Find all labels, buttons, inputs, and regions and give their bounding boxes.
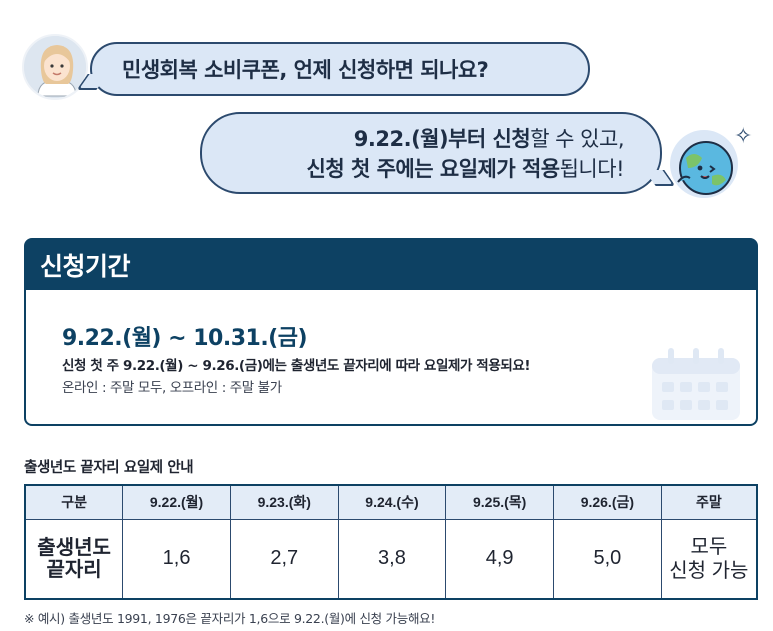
weekend-line-2: 신청 가능 [669,559,749,582]
table-header-cell: 주말 [660,484,758,520]
period-note: 신청 첫 주 9.22.(월) ~ 9.26.(금)에는 출생년도 끝자리에 따… [62,358,531,374]
table-title: 출생년도 끝자리 요일제 안내 [24,460,194,476]
answer-line-2-rest: 됩니다! [559,157,625,181]
schedule-table: 구분 9.22.(월) 9.23.(화) 9.24.(수) 9.25.(목) 9… [24,484,758,600]
table-header-cell: 9.23.(화) [229,484,339,520]
answer-line-2: 신청 첫 주에는 요일제가 적용됩니다! [202,154,625,184]
table-cell: 4,9 [445,518,555,600]
answer-line-1-bold: 9.22.(월)부터 신청 [353,127,531,151]
period-card: 9.22.(월) ~ 10.31.(금) 신청 첫 주 9.22.(월) ~ 9… [24,290,758,426]
row-header-line-2: 끝자리 [46,558,102,581]
calendar-icon [650,346,742,422]
period-header: 신청기간 [24,238,758,290]
table-header-cell: 구분 [24,484,124,520]
table-cell: 2,7 [229,518,339,600]
bot-avatar-icon [668,128,740,200]
table-cell: 1,6 [122,518,231,600]
footnote: ※ 예시) 출생년도 1991, 1976은 끝자리가 1,6으로 9.22.(… [24,611,436,626]
period-title: 신청기간 [40,252,131,281]
table-header-cell: 9.25.(목) [445,484,555,520]
question-text: 민생회복 소비쿠폰, 언제 신청하면 되나요? [122,58,489,82]
weekend-cell: 모두 신청 가능 [660,518,758,600]
table-cell: 3,8 [337,518,447,600]
answer-line-2-bold: 신청 첫 주에는 요일제가 적용 [306,157,561,181]
table-header-row: 구분 9.22.(월) 9.23.(화) 9.24.(수) 9.25.(목) 9… [24,484,758,520]
table-row: 출생년도 끝자리 1,6 2,7 3,8 4,9 5,0 모두 신청 가능 [24,518,758,600]
table-header-cell: 9.22.(월) [122,484,231,520]
answer-line-1-rest: 할 수 있고, [530,127,624,151]
user-avatar-icon [22,34,88,100]
table-header-cell: 9.24.(수) [337,484,447,520]
weekend-line-1: 모두 [690,535,728,558]
period-range: 9.22.(월) ~ 10.31.(금) [62,326,308,351]
table-header-cell: 9.26.(금) [553,484,662,520]
period-sub-note: 온라인 : 주말 모두, 오프라인 : 주말 불가 [62,380,282,396]
table-cell: 5,0 [553,518,662,600]
answer-line-1: 9.22.(월)부터 신청할 수 있고, [202,124,625,154]
answer-bubble: 9.22.(월)부터 신청할 수 있고, 신청 첫 주에는 요일제가 적용됩니다… [200,112,676,194]
question-bubble: 민생회복 소비쿠폰, 언제 신청하면 되나요? [76,42,590,96]
row-header-cell: 출생년도 끝자리 [24,518,124,600]
sparkle-icon: ✧ [734,124,753,149]
row-header-line-1: 출생년도 [37,536,111,559]
